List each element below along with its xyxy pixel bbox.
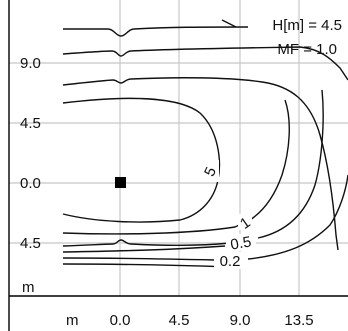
x-tick-label-3: 13.5 xyxy=(284,312,313,329)
info-mf: MF = 1.0 xyxy=(277,41,337,58)
x-tick-label-0: 0.0 xyxy=(110,312,131,329)
info-height: H[m] = 4.5 xyxy=(272,17,342,34)
contour-label-1-bg xyxy=(238,214,252,230)
contour-0-5 xyxy=(62,89,324,253)
contour-outer-top xyxy=(63,26,249,37)
y-tick-label-0: 9.0 xyxy=(20,55,41,72)
y-tick-label-3: 4.5 xyxy=(20,235,41,252)
contour-1 xyxy=(62,99,290,235)
y-tick-label-2: 0.0 xyxy=(20,175,41,192)
contour-label-0-2-bg xyxy=(214,252,246,269)
contour-label-0-2: 0.2 xyxy=(220,253,241,270)
contour-labels: 5 1 0.5 0.2 xyxy=(201,160,256,270)
x-tick-label-1: 4.5 xyxy=(169,312,190,329)
contour-label-5-bg xyxy=(203,160,219,182)
x-unit-label: m xyxy=(66,312,79,329)
contour-label-0-5: 0.5 xyxy=(229,233,252,253)
x-tick-label-2: 9.0 xyxy=(230,312,251,329)
contour-5 xyxy=(62,97,221,223)
source-marker xyxy=(115,177,126,188)
contour-bottom-1 xyxy=(62,239,231,247)
y-unit-label: m xyxy=(22,279,35,296)
contour-bottom-2 xyxy=(62,263,231,268)
y-tick-label-1: 4.5 xyxy=(20,115,41,132)
contour-top-2 xyxy=(62,46,348,81)
contour-label-0-5-bg xyxy=(226,234,256,251)
contour-top-right xyxy=(221,19,237,28)
contour-top-3 xyxy=(62,77,339,251)
contour-0-2 xyxy=(62,174,348,261)
